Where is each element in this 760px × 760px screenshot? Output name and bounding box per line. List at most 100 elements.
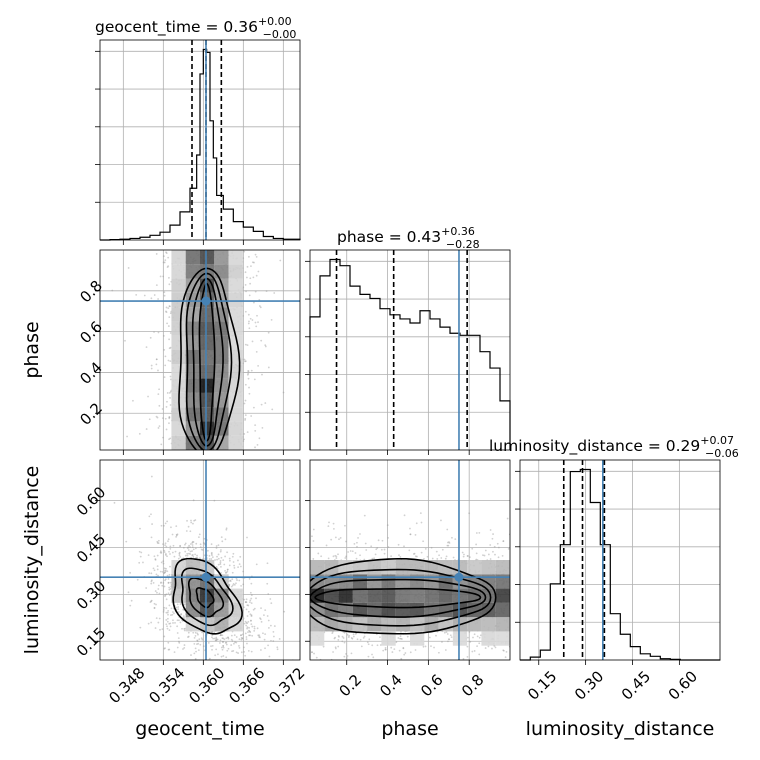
sample-point [162, 275, 165, 278]
sample-point [399, 556, 402, 558]
sample-point [199, 546, 202, 549]
contour-level [178, 267, 241, 450]
sample-point [194, 657, 197, 660]
sample-point [208, 558, 211, 560]
sample-point [173, 555, 176, 558]
sample-point [278, 638, 281, 640]
sample-point [409, 651, 412, 654]
sample-point [247, 372, 250, 375]
sample-point [185, 530, 188, 532]
sample-point [239, 565, 242, 568]
sample-point [225, 643, 228, 646]
sample-point [188, 544, 191, 547]
sample-point [155, 603, 157, 606]
sample-point [250, 615, 253, 617]
sample-point [372, 656, 375, 659]
sample-point [213, 662, 215, 664]
sample-point [351, 637, 354, 640]
sample-point [215, 547, 218, 549]
sample-point [194, 631, 197, 634]
sample-point [438, 554, 440, 557]
sample-point [184, 554, 187, 557]
sample-point [248, 327, 251, 330]
density-cell [185, 364, 200, 379]
sample-point [167, 609, 170, 612]
sample-point [167, 582, 170, 584]
sample-point [157, 298, 159, 300]
sample-point [163, 585, 166, 588]
sample-point [445, 555, 448, 558]
sample-point [230, 634, 233, 637]
sample-point [466, 636, 469, 639]
sample-point [183, 644, 186, 646]
sample-point [155, 617, 158, 620]
sample-point [243, 250, 246, 253]
sample-point [490, 676, 492, 678]
sample-point [219, 561, 222, 564]
sample-point [489, 558, 492, 560]
sample-point [194, 647, 197, 650]
sample-point [491, 537, 494, 540]
density-cell [467, 560, 482, 575]
ylabel-luminosity-distance: luminosity_distance [21, 466, 43, 655]
sample-point [127, 267, 130, 269]
sample-point [139, 626, 142, 629]
sample-point [415, 522, 418, 525]
sample-point [192, 499, 195, 502]
x-tick-label: 0.2 [335, 671, 365, 701]
sample-point [243, 433, 246, 435]
sample-point [256, 627, 259, 630]
sample-point [129, 604, 132, 607]
sample-point [191, 541, 194, 544]
sample-point [441, 641, 443, 643]
sample-point [334, 647, 337, 650]
sample-point [192, 522, 194, 525]
sample-point [198, 557, 201, 560]
sample-point [276, 648, 279, 651]
sample-point [232, 583, 235, 585]
sample-point [165, 623, 168, 626]
sample-point [162, 334, 165, 337]
sample-point [161, 408, 164, 410]
sample-point [240, 634, 243, 636]
sample-point [158, 425, 161, 428]
density-cell [381, 617, 396, 632]
sample-point [360, 645, 363, 648]
sample-point [343, 631, 346, 634]
sample-point [441, 548, 444, 551]
sample-point [427, 666, 429, 668]
sample-point [264, 609, 267, 612]
sample-point [245, 276, 248, 279]
sample-point [345, 555, 347, 558]
sample-point [250, 650, 253, 653]
sample-point [193, 636, 196, 639]
sample-point [268, 669, 270, 671]
sample-point [253, 625, 256, 628]
sample-point [167, 641, 170, 644]
sample-point [352, 635, 355, 638]
sample-point [414, 555, 417, 558]
sample-point [159, 275, 162, 278]
sample-point [189, 553, 192, 555]
sample-point [255, 274, 258, 277]
density-cell [495, 617, 510, 632]
sample-point [153, 555, 156, 558]
sample-point [311, 651, 313, 654]
sample-point [217, 653, 219, 656]
sample-point [249, 317, 252, 320]
sample-point [139, 527, 141, 530]
sample-point [222, 646, 225, 649]
sample-point [156, 554, 159, 557]
sample-point [165, 607, 168, 610]
sample-point [227, 647, 230, 650]
sample-point [229, 580, 232, 582]
sample-point [168, 416, 171, 419]
sample-point [247, 604, 250, 607]
sample-point [178, 642, 181, 644]
sample-point [492, 533, 494, 535]
sample-point [245, 621, 248, 624]
sample-point [420, 662, 422, 664]
sample-point [169, 553, 171, 555]
sample-point [184, 542, 187, 545]
